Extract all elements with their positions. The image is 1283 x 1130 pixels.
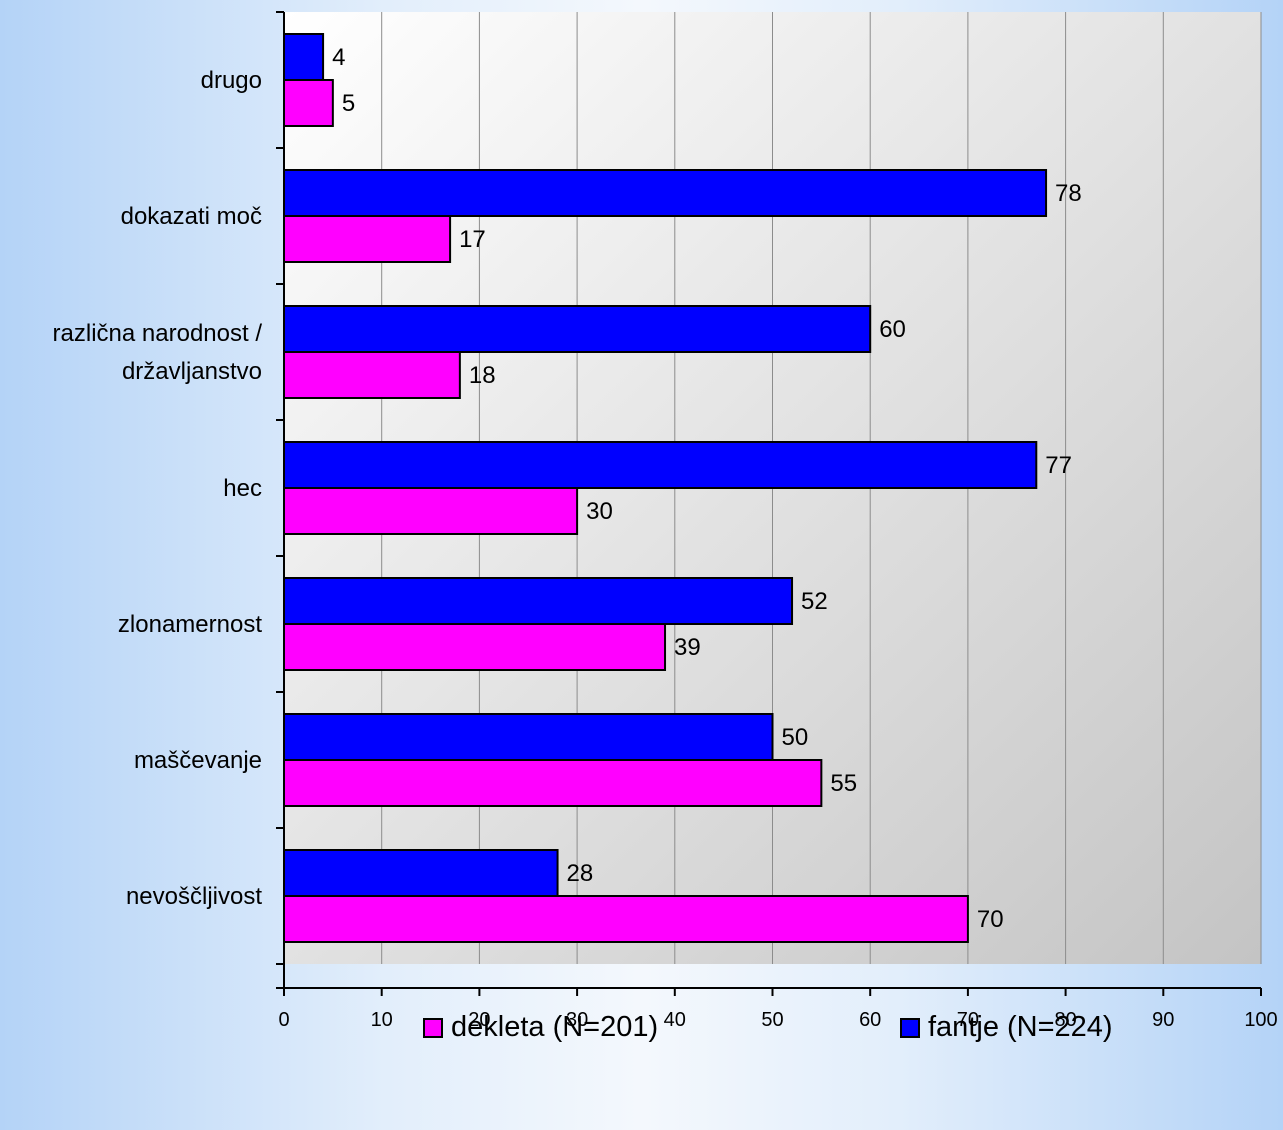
bar-dekleta [283,351,461,399]
data-label-dekleta: 17 [459,226,486,253]
data-label-fantje: 52 [801,588,828,615]
data-labels: 4 5 78 17 60 18 77 30 52 39 50 55 28 70 [332,44,1082,933]
axes: drugo dokazati moč različna narodnost / drž… [53,11,1278,1031]
data-label-fantje: 28 [567,860,594,887]
bar-dekleta [283,215,452,263]
data-label-fantje: 60 [879,316,906,343]
x-tick-label: 10 [371,1009,393,1031]
bar-fantje [283,33,325,81]
data-label-fantje: 77 [1045,452,1072,479]
bar-dekleta [283,623,667,671]
x-tick-label: 20 [468,1009,490,1031]
legend-label-dekleta: dekleta (N=201) [451,1011,659,1043]
bar-fantje [283,577,794,625]
data-label-fantje: 4 [332,44,345,71]
category-label: maščevanje [134,747,262,774]
data-label-dekleta: 18 [469,362,496,389]
bar-dekleta [283,895,969,943]
legend-label-fantje: fantje (N=224) [928,1011,1113,1043]
category-label: državljanstvo [122,358,262,385]
bar-fantje [283,441,1038,489]
bar-fantje [283,713,774,761]
x-tick-label: 70 [957,1009,979,1031]
data-label-dekleta: 39 [674,634,701,661]
data-label-dekleta: 30 [586,498,613,525]
category-label: drugo [201,67,262,94]
category-label: dokazati moč [121,203,262,230]
x-tick-label: 50 [761,1009,783,1031]
x-tick-label: 30 [566,1009,588,1031]
legend-swatch-dekleta [423,1017,443,1038]
data-label-dekleta: 70 [977,906,1004,933]
legend-item-dekleta: dekleta (N=201) [423,1011,658,1044]
x-tick-label: 0 [278,1009,289,1031]
category-label: hec [223,475,262,502]
legend-item-fantje: fantje (N=224) [900,1011,1113,1044]
data-label-dekleta: 55 [830,770,857,797]
category-label: zlonamernost [118,611,262,638]
x-tick-label: 60 [859,1009,881,1031]
bars [283,33,1048,943]
legend-swatch-fantje [900,1017,920,1038]
x-tick-label: 100 [1244,1009,1277,1031]
category-label: različna narodnost / [53,320,263,347]
data-label-fantje: 78 [1055,180,1082,207]
category-label: nevoščljivost [126,883,262,910]
bar-dekleta [283,79,334,127]
bar-dekleta [283,487,579,535]
data-label-fantje: 50 [782,724,809,751]
x-tick-label: 80 [1054,1009,1076,1031]
x-tick-label: 40 [664,1009,686,1031]
data-label-dekleta: 5 [342,90,355,117]
bar-fantje [283,849,559,897]
bar-dekleta [283,759,823,807]
bar-fantje [283,169,1048,217]
x-tick-label: 90 [1152,1009,1174,1031]
bar-fantje [283,305,872,353]
